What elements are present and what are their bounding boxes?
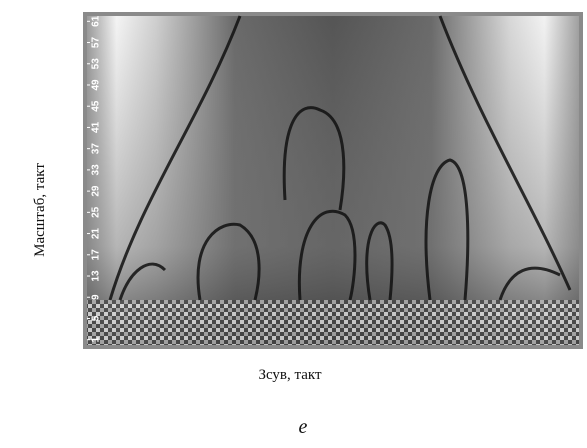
y-tick-label: 29 [91, 185, 102, 197]
caption: е [299, 416, 308, 438]
page: Масштаб, такт Зсув, такт е 1 5 9 13 17 21 25 29… [0, 0, 587, 448]
y-tick-label: 61 [91, 15, 102, 27]
y-axis-label: Масштаб, такт [32, 163, 48, 257]
y-tick-label: 37 [91, 143, 102, 155]
y-tick-label: 5 [91, 315, 102, 321]
y-tick-label: 45 [91, 100, 102, 112]
chart: Масштаб, такт Зсув, такт е 1 5 9 13 17 21 25 29… [0, 0, 587, 443]
y-tick-label: 9 [91, 294, 102, 300]
y-tick-label: 21 [91, 228, 102, 240]
y-tick-label: 1 [91, 336, 102, 342]
x-axis-label: Зсув, такт [258, 367, 322, 383]
y-tick-label: 57 [91, 37, 102, 49]
y-tick-label: 17 [91, 249, 102, 261]
y-tick-label: 33 [91, 164, 102, 176]
heatmap-image [83, 12, 583, 349]
y-tick-label: 53 [91, 58, 102, 70]
y-tick-label: 13 [91, 270, 102, 282]
y-tick-label: 41 [91, 121, 102, 133]
y-tick-label: 25 [91, 206, 102, 218]
y-tick-label: 49 [91, 79, 102, 91]
